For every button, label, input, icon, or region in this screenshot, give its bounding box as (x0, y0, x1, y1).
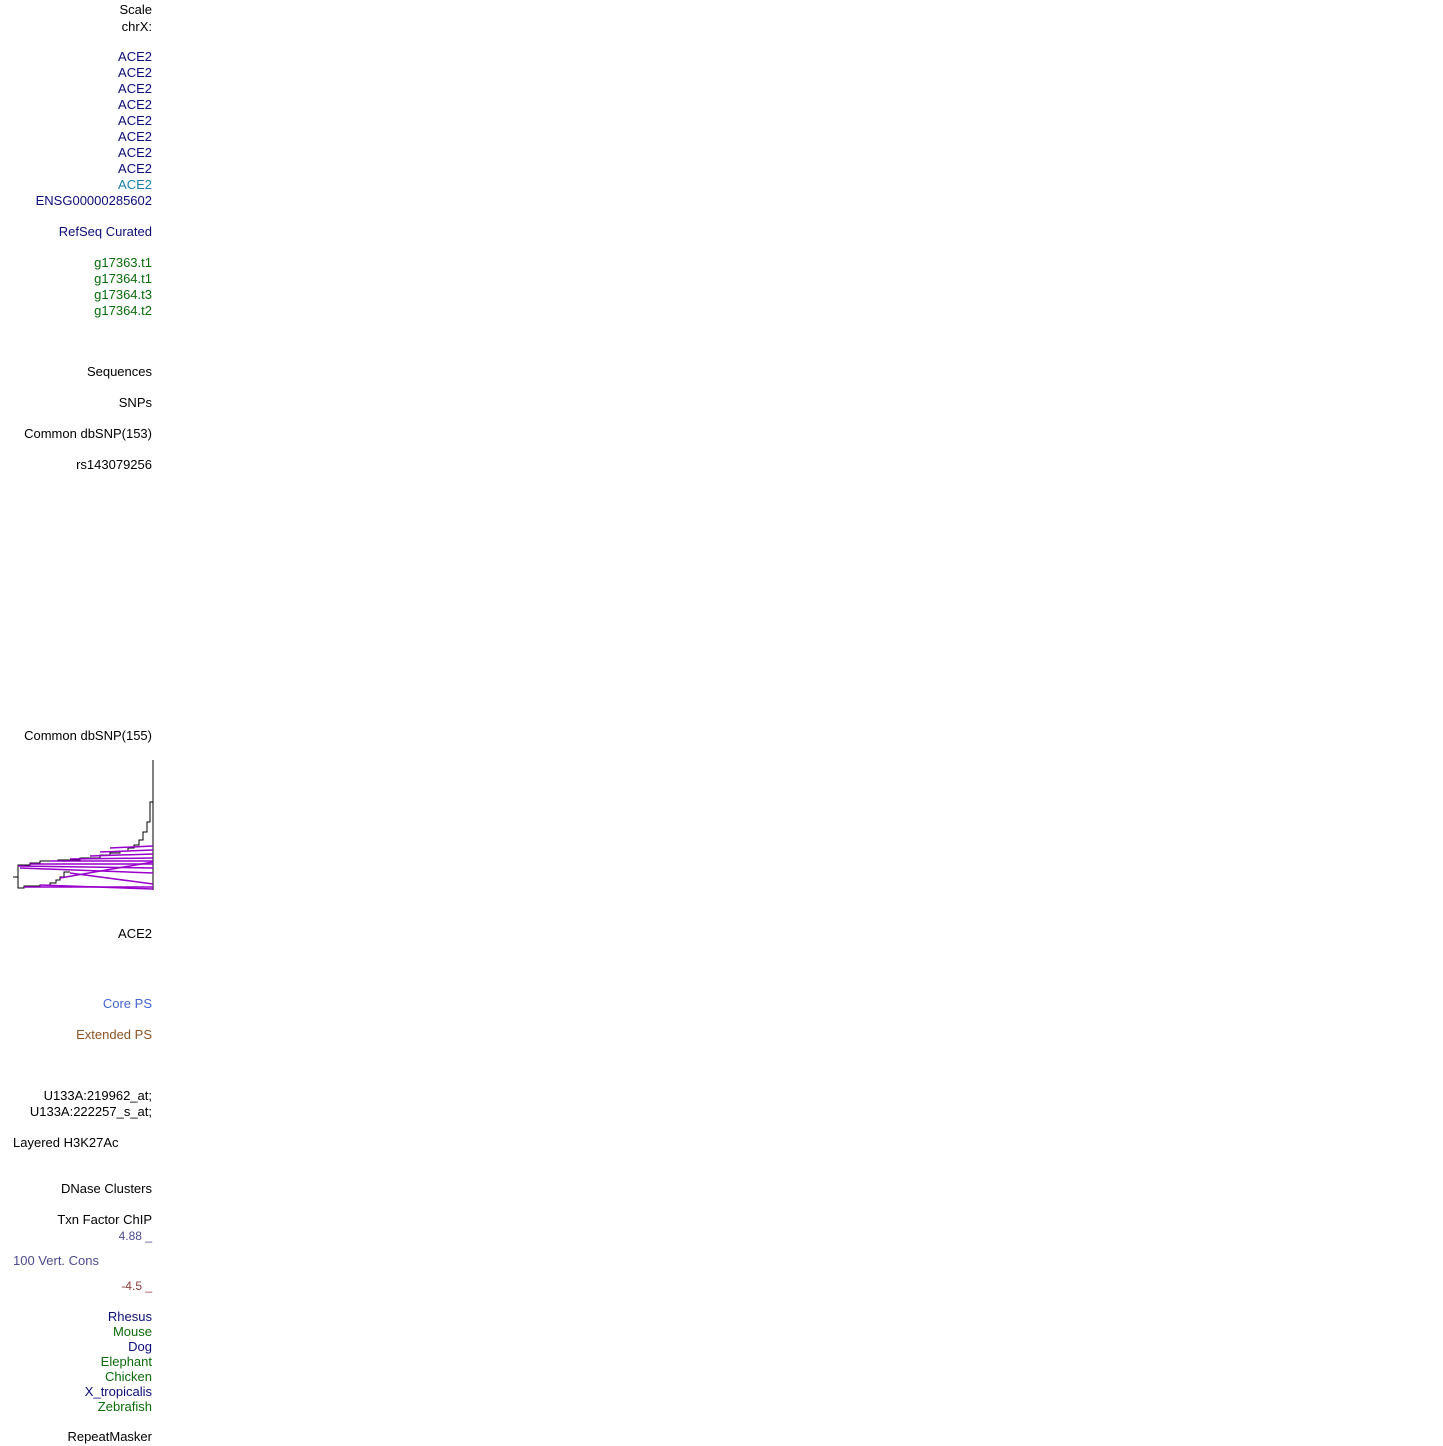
track-label[interactable]: ENSG00000285602 (35, 193, 152, 208)
track-label[interactable]: U133A:222257_s_at; (29, 1104, 152, 1119)
track-label[interactable]: chrX: (121, 19, 152, 34)
track-label[interactable]: rs143079256 (76, 457, 152, 472)
track-label[interactable]: ACE2 (118, 926, 152, 941)
track-label[interactable]: g17364.t2 (94, 303, 152, 318)
track-label[interactable]: Rhesus (107, 1309, 152, 1324)
track-label[interactable]: Core PS (102, 996, 152, 1011)
track-label[interactable]: 4.88 _ (118, 1229, 152, 1243)
track-label[interactable]: ACE2 (118, 145, 152, 160)
gtex-tree (13, 760, 154, 890)
track-label[interactable]: Extended PS (76, 1027, 152, 1042)
track-label[interactable]: U133A:219962_at; (43, 1088, 152, 1103)
track-label[interactable]: Common dbSNP(155) (24, 728, 152, 743)
track-label[interactable]: Zebrafish (97, 1399, 152, 1414)
track-label[interactable]: 100 Vert. Cons (13, 1253, 99, 1268)
track-label[interactable]: Layered H3K27Ac (13, 1135, 119, 1150)
track-label[interactable]: g17364.t3 (94, 287, 152, 302)
track-label[interactable]: RefSeq Curated (58, 224, 152, 239)
track-label[interactable]: -4.5 _ (121, 1279, 152, 1293)
track-label[interactable]: Elephant (100, 1354, 152, 1369)
track-label[interactable]: g17363.t1 (94, 255, 152, 270)
track-label[interactable]: g17364.t1 (94, 271, 152, 286)
track-label[interactable]: Scale (119, 2, 152, 17)
track-label[interactable]: Dog (128, 1339, 152, 1354)
track-label[interactable]: Chicken (105, 1369, 152, 1384)
track-label[interactable]: ACE2 (118, 161, 152, 176)
track-label[interactable]: Txn Factor ChIP (57, 1212, 152, 1227)
track-label[interactable]: ACE2 (118, 49, 152, 64)
track-label[interactable]: ACE2 (118, 65, 152, 80)
track-label[interactable]: ACE2 (118, 81, 152, 96)
track-label[interactable]: ACE2 (118, 177, 152, 192)
track-label[interactable]: Sequences (86, 364, 152, 379)
track-label[interactable]: ACE2 (118, 113, 152, 128)
track-label[interactable]: ACE2 (118, 97, 152, 112)
track-label[interactable]: DNase Clusters (60, 1181, 152, 1196)
track-label[interactable]: X_tropicalis (84, 1384, 152, 1399)
track-label[interactable]: RepeatMasker (67, 1429, 152, 1444)
track-label[interactable]: SNPs (118, 395, 152, 410)
track-label[interactable]: Mouse (112, 1324, 152, 1339)
track-label[interactable]: ACE2 (118, 129, 152, 144)
track-label[interactable]: Common dbSNP(153) (24, 426, 152, 441)
